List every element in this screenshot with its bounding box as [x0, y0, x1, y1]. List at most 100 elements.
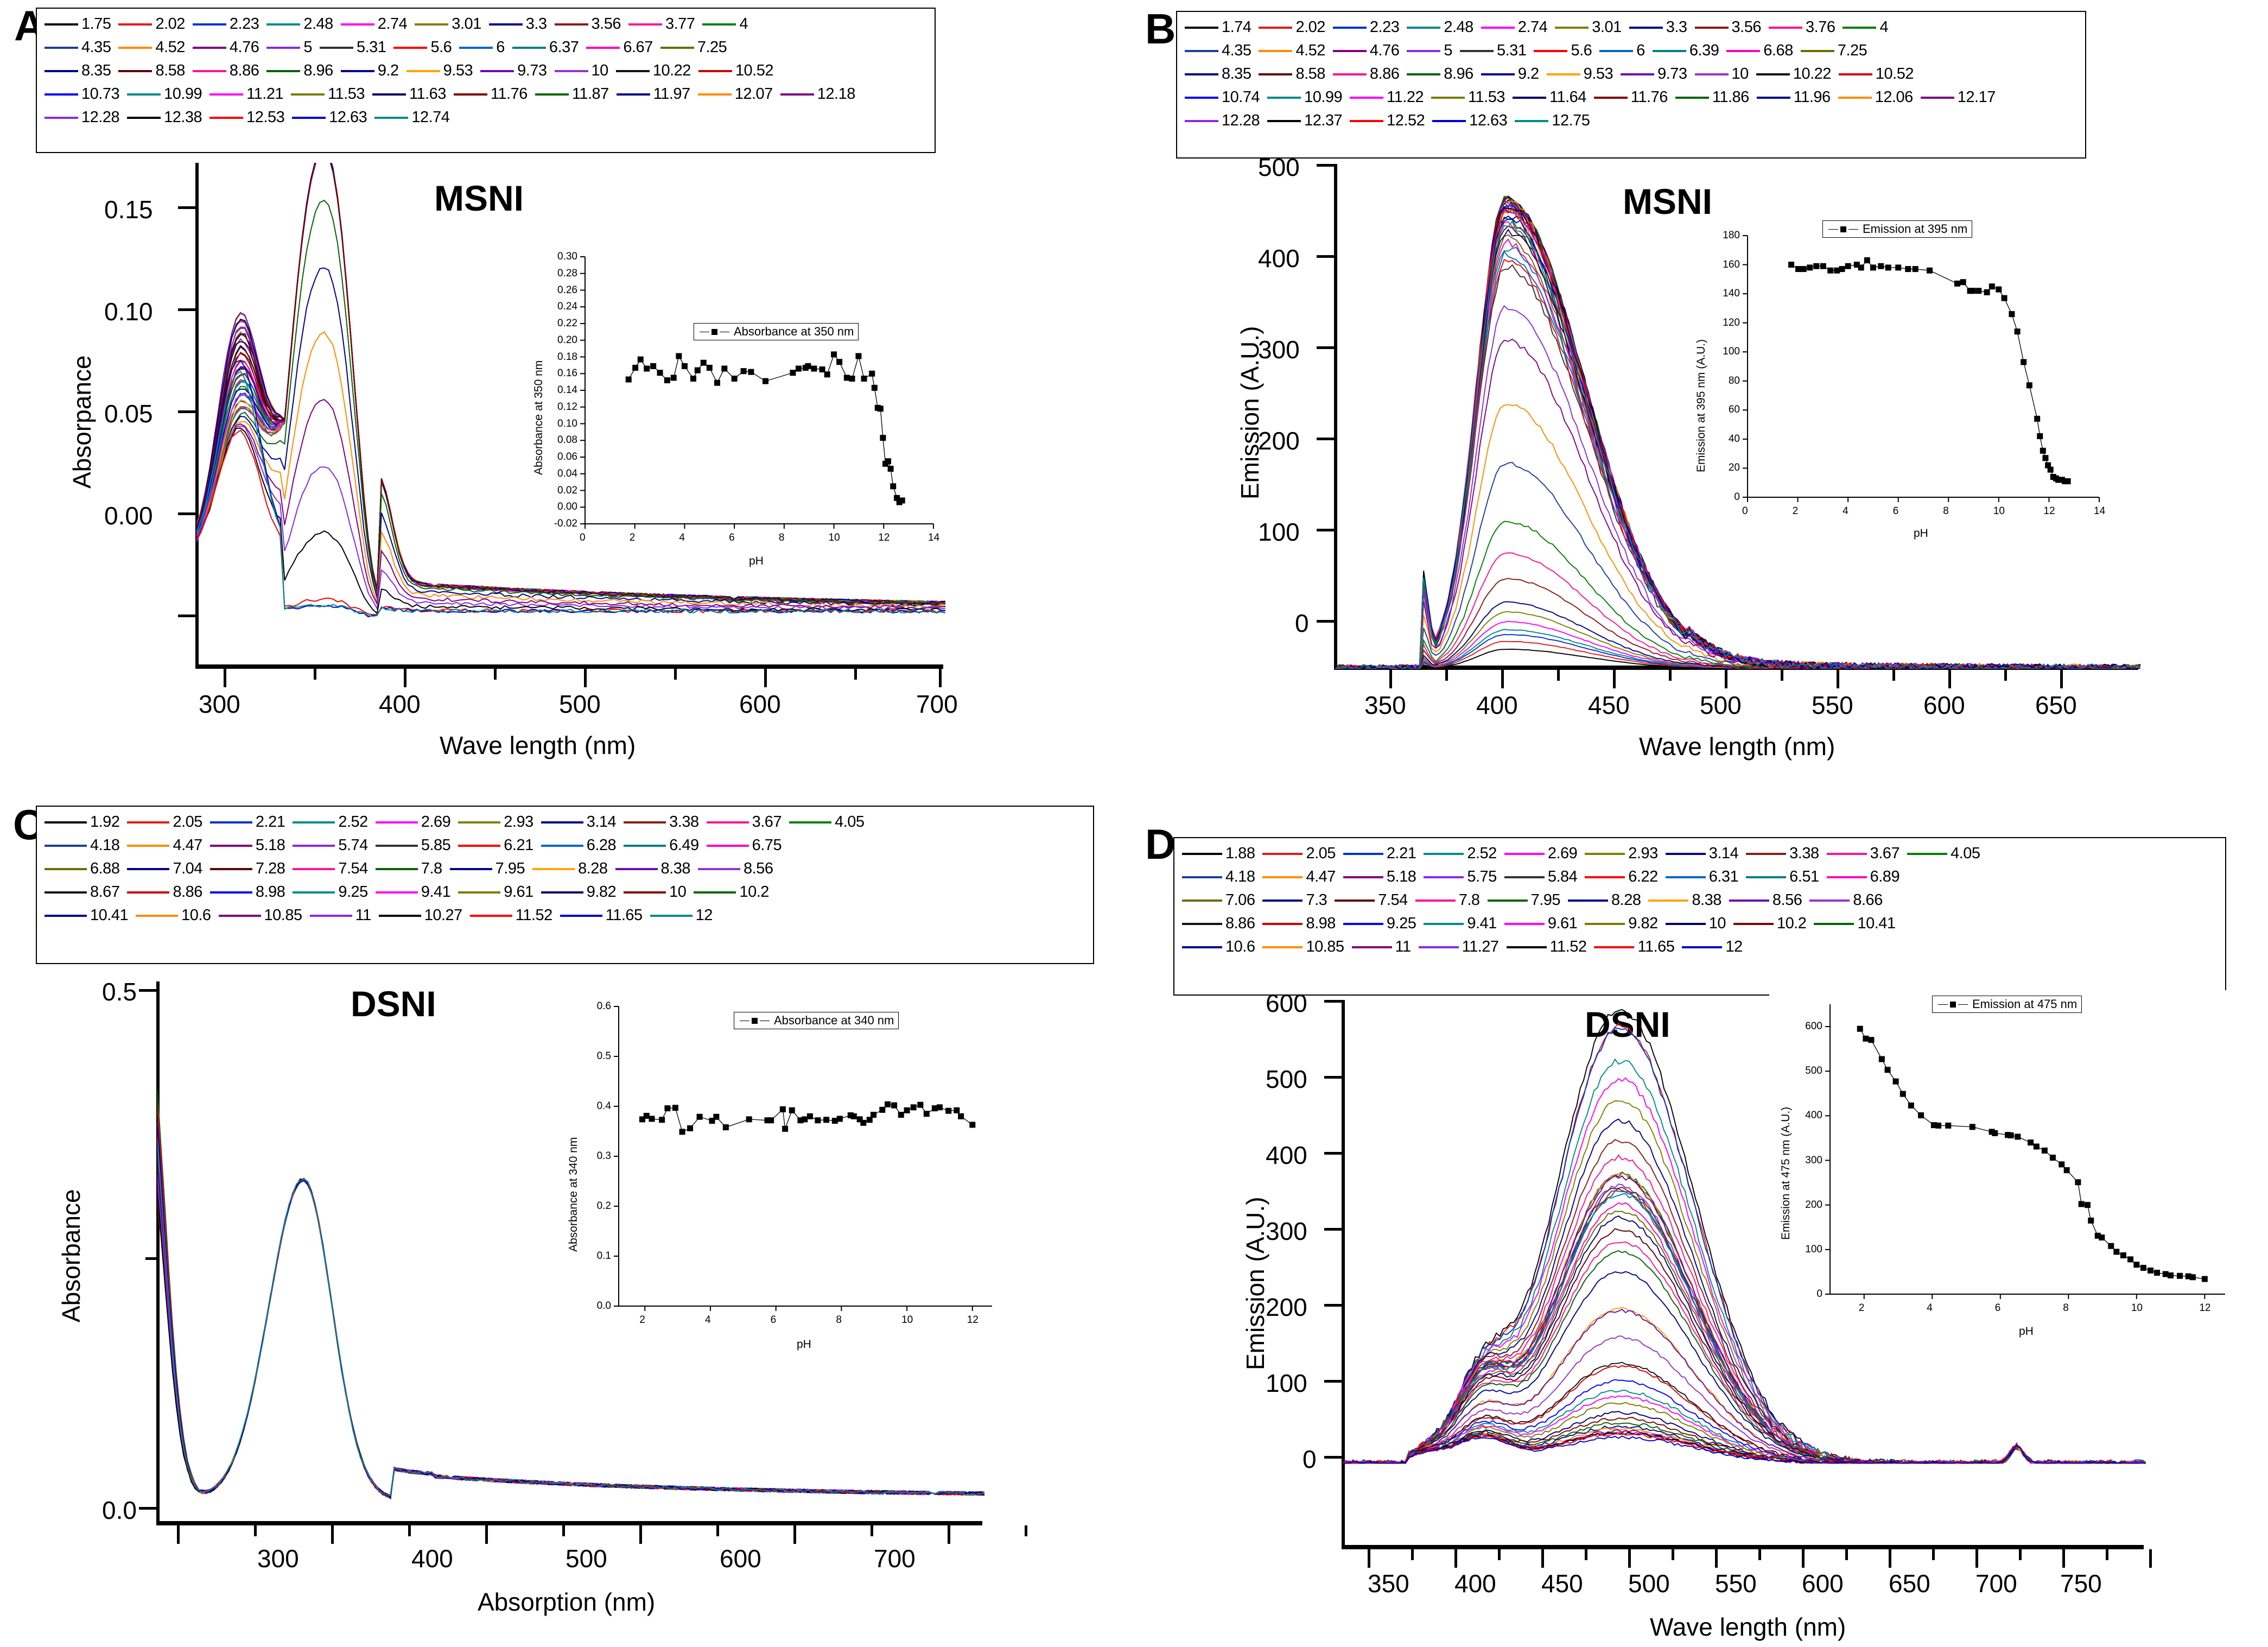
legend-item[interactable]: 4.18 — [1182, 869, 1262, 885]
legend-item[interactable]: 4.76 — [1332, 43, 1407, 59]
legend-item[interactable]: 4.35 — [1185, 43, 1259, 59]
legend-item[interactable]: 2.48 — [1407, 20, 1481, 35]
legend-item[interactable]: 10.6 — [136, 908, 218, 923]
legend-item[interactable]: 12.74 — [374, 110, 457, 125]
legend-item[interactable]: 6.37 — [512, 40, 586, 55]
legend-item[interactable]: 2.69 — [375, 814, 458, 830]
legend-item[interactable]: 11.52 — [1506, 939, 1594, 955]
legend-item[interactable]: 10.85 — [218, 908, 310, 923]
legend-item[interactable]: 4.76 — [192, 40, 266, 55]
legend-item[interactable]: 8.96 — [266, 63, 340, 79]
legend-item[interactable]: 7.04 — [127, 861, 209, 877]
legend-item[interactable]: 10 — [1694, 66, 1756, 82]
legend-item[interactable]: 4.05 — [1907, 846, 1987, 861]
legend-item[interactable]: 11.52 — [469, 908, 560, 923]
legend-item[interactable]: 7.28 — [209, 861, 293, 877]
legend-item[interactable]: 12.28 — [1185, 113, 1267, 129]
legend-item[interactable]: 4.18 — [45, 838, 127, 853]
legend-item[interactable]: 5.31 — [320, 40, 393, 55]
legend-item[interactable]: 1.88 — [1182, 846, 1262, 861]
legend-item[interactable]: 10.22 — [615, 63, 698, 79]
legend-item[interactable]: 9.73 — [1621, 66, 1694, 82]
legend-item[interactable]: 7.95 — [1487, 892, 1568, 908]
legend-item[interactable]: 5 — [1407, 43, 1460, 59]
legend-item[interactable]: 5 — [266, 40, 320, 55]
legend-item[interactable]: 2.48 — [266, 16, 340, 32]
legend-item[interactable]: 1.75 — [45, 16, 118, 32]
legend-item[interactable]: 11.65 — [560, 908, 650, 923]
legend-item[interactable]: 12.63 — [1432, 113, 1515, 129]
legend-item[interactable]: 8.66 — [1809, 892, 1890, 908]
legend-item[interactable]: 5.6 — [393, 40, 459, 55]
legend-item[interactable]: 10 — [1665, 916, 1733, 932]
legend-item[interactable]: 4.52 — [1259, 43, 1332, 59]
legend-item[interactable]: 10.99 — [127, 86, 209, 102]
legend-item[interactable]: 7.54 — [1335, 892, 1415, 908]
legend-item[interactable]: 8.28 — [532, 861, 615, 877]
legend-item[interactable]: 2.93 — [1585, 846, 1665, 861]
legend-item[interactable]: 6.22 — [1585, 869, 1665, 885]
legend-item[interactable]: 8.35 — [1185, 66, 1259, 82]
legend-item[interactable]: 3.01 — [415, 16, 488, 32]
legend-item[interactable]: 10 — [554, 63, 616, 79]
legend-item[interactable]: 6.68 — [1726, 43, 1800, 59]
legend-item[interactable]: 2.74 — [1481, 20, 1555, 35]
legend-item[interactable]: 6.49 — [624, 838, 706, 853]
legend-item[interactable]: 11 — [1351, 939, 1419, 955]
legend-item[interactable]: 9.53 — [1546, 66, 1621, 82]
legend-item[interactable]: 12.37 — [1267, 113, 1350, 129]
legend-item[interactable]: 6.89 — [1826, 869, 1907, 885]
legend-item[interactable]: 8.98 — [1262, 916, 1343, 932]
legend-item[interactable]: 11.63 — [372, 86, 454, 102]
legend-item[interactable]: 2.21 — [1343, 846, 1424, 861]
legend-item[interactable]: 11.96 — [1756, 90, 1838, 105]
legend-item[interactable]: 10.41 — [1814, 916, 1903, 932]
legend-item[interactable]: 3.56 — [1694, 20, 1769, 35]
legend-item[interactable]: 9.2 — [1481, 66, 1547, 82]
legend-item[interactable]: 8.38 — [615, 861, 698, 877]
legend-item[interactable]: 5.84 — [1504, 869, 1585, 885]
legend-item[interactable]: 5.18 — [209, 838, 293, 853]
legend-item[interactable]: 4.52 — [118, 40, 192, 55]
legend-item[interactable]: 12.52 — [1350, 113, 1432, 129]
legend-item[interactable]: 3.38 — [1746, 846, 1826, 861]
legend-item[interactable]: 3.67 — [1826, 846, 1907, 861]
legend-item[interactable]: 8.67 — [45, 884, 127, 900]
legend-item[interactable]: 11.97 — [616, 86, 698, 102]
legend-item[interactable]: 9.61 — [458, 884, 541, 900]
legend-item[interactable]: 8.56 — [698, 861, 780, 877]
legend-item[interactable]: 9.73 — [480, 63, 554, 79]
legend-item[interactable]: 12.18 — [780, 86, 863, 102]
legend-item[interactable]: 9.25 — [293, 884, 375, 900]
legend-item[interactable]: 2.52 — [293, 814, 375, 830]
legend-item[interactable]: 5.85 — [375, 838, 458, 853]
legend-item[interactable]: 6.21 — [458, 838, 541, 853]
legend-item[interactable]: 10.85 — [1262, 939, 1351, 955]
legend-item[interactable]: 12.07 — [697, 86, 780, 102]
legend-item[interactable]: 10.52 — [1838, 66, 1921, 82]
legend-item[interactable]: 7.8 — [375, 861, 450, 877]
legend-item[interactable]: 2.23 — [1332, 20, 1407, 35]
legend-item[interactable]: 2.93 — [458, 814, 541, 830]
legend-item[interactable]: 3.14 — [1665, 846, 1746, 861]
legend-item[interactable]: 2.05 — [1262, 846, 1343, 861]
legend-item[interactable]: 3.76 — [1769, 20, 1843, 35]
legend-item[interactable]: 7.25 — [660, 40, 734, 55]
legend-item[interactable]: 12.28 — [45, 110, 127, 125]
legend-item[interactable]: 9.82 — [1585, 916, 1665, 932]
legend-item[interactable]: 4 — [1843, 20, 1896, 35]
legend-item[interactable]: 11.22 — [1350, 90, 1431, 105]
legend-item[interactable]: 11.53 — [291, 86, 372, 102]
legend-item[interactable]: 7.06 — [1182, 892, 1262, 908]
legend-item[interactable]: 8.58 — [118, 63, 192, 79]
legend-item[interactable]: 9.2 — [340, 63, 406, 79]
legend-item[interactable]: 6.28 — [541, 838, 624, 853]
legend-item[interactable]: 11 — [309, 908, 379, 923]
legend-item[interactable]: 10 — [624, 884, 694, 900]
legend-item[interactable]: 10.27 — [378, 908, 470, 923]
legend-item[interactable]: 2.21 — [209, 814, 293, 830]
legend-item[interactable]: 10.22 — [1756, 66, 1839, 82]
legend-item[interactable]: 9.41 — [375, 884, 458, 900]
legend-item[interactable]: 7.25 — [1800, 43, 1875, 59]
legend-item[interactable]: 3.3 — [488, 16, 555, 32]
